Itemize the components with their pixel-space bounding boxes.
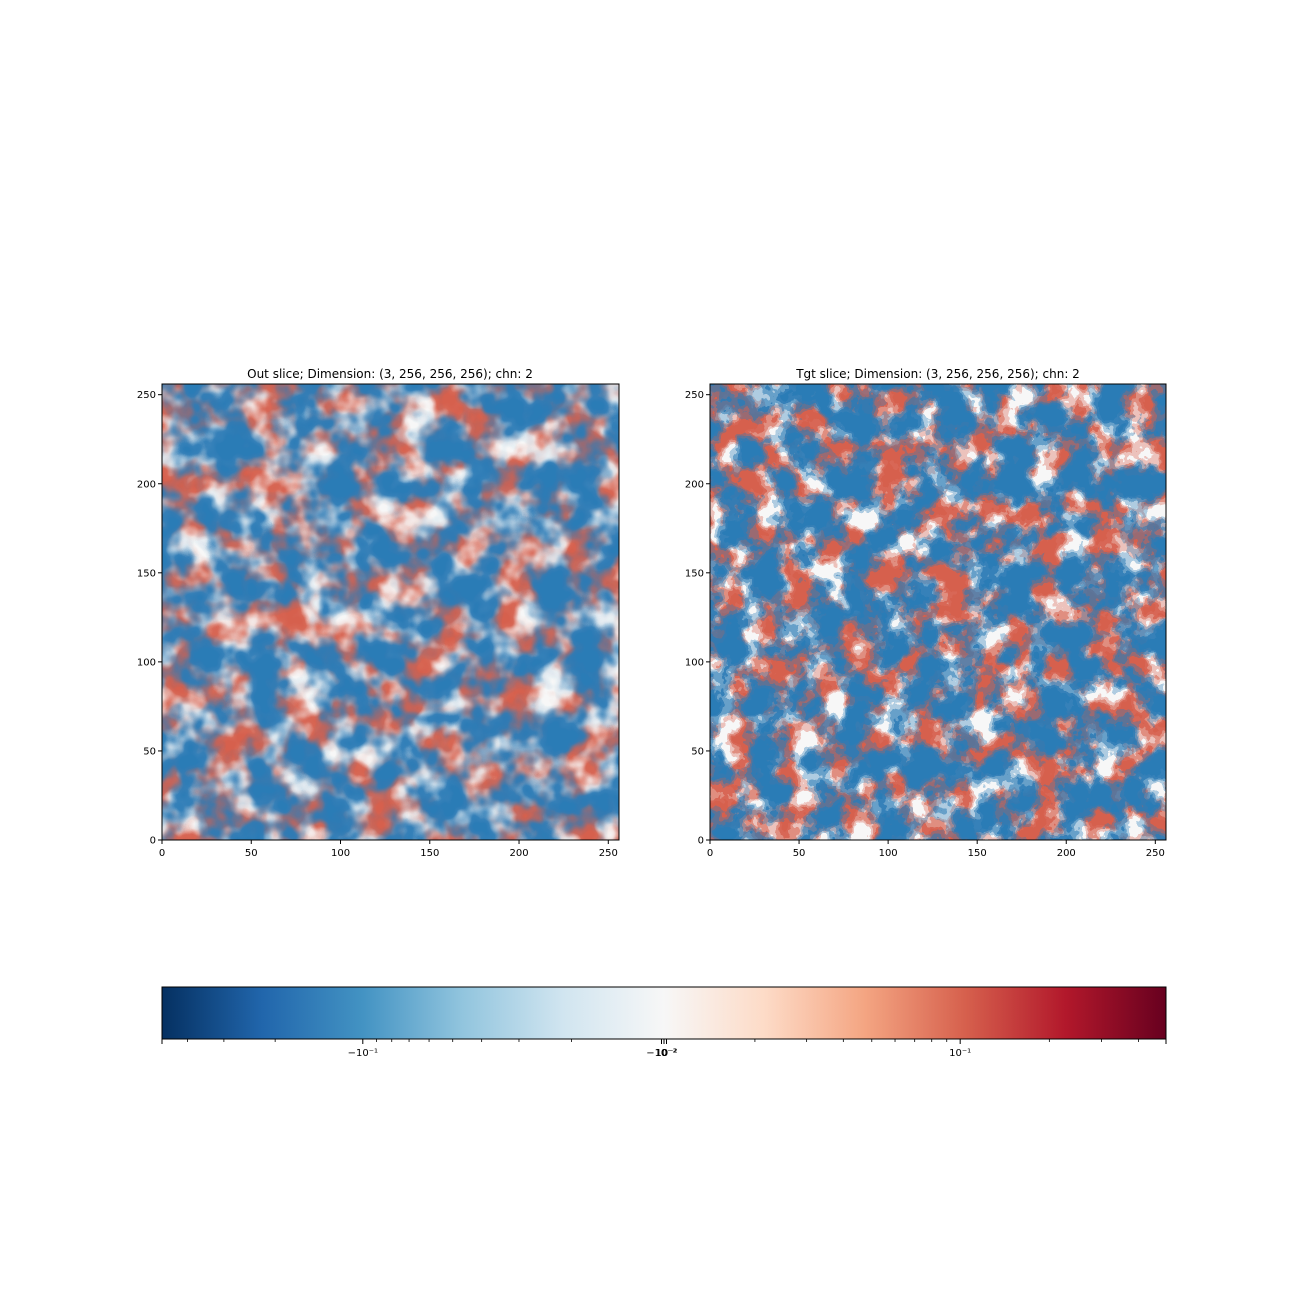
tgt-slice-axes-frame (709, 383, 1167, 841)
out-slice-xtick-label: 250 (599, 848, 618, 859)
colorbar-tick-label: 10⁻² (656, 1048, 678, 1059)
out-slice-xtick-label: 50 (245, 848, 258, 859)
tgt-slice-heatmap (710, 384, 1166, 840)
tgt-slice-ytick-label: 150 (685, 568, 704, 579)
tgt-slice-xtick-label: 250 (1146, 848, 1165, 859)
out-slice-ytick-label: 150 (137, 568, 156, 579)
tgt-slice-ytick-label: 0 (698, 836, 704, 847)
colorbar-tick-label: 0 (661, 1048, 667, 1059)
tgt-slice-ytick-label: 100 (685, 657, 704, 668)
tgt-slice-ytick-label: 50 (691, 746, 704, 757)
out-slice-xtick-label: 150 (420, 848, 439, 859)
out-slice-heatmap (162, 384, 619, 840)
tgt-slice-xtick-label: 200 (1057, 848, 1076, 859)
tgt-slice-ytick-label: 200 (685, 479, 704, 490)
out-slice-title: Out slice; Dimension: (3, 256, 256, 256)… (247, 367, 533, 381)
tgt-slice-xtick-label: 150 (968, 848, 987, 859)
out-slice-xtick-label: 100 (331, 848, 350, 859)
out-slice-ytick-label: 100 (137, 657, 156, 668)
out-slice-ytick-label: 250 (137, 390, 156, 401)
colorbar-tick-label: −10⁻² (646, 1048, 676, 1059)
colorbar-gradient (162, 987, 1166, 1039)
out-slice-ytick-label: 200 (137, 479, 156, 490)
tgt-slice-xtick-label: 100 (879, 848, 898, 859)
out-slice-ytick-label: 50 (143, 746, 156, 757)
colorbar-tick-label: −10⁻¹ (348, 1048, 378, 1059)
tgt-slice-xtick-label: 0 (707, 848, 713, 859)
tgt-slice-ytick-label: 250 (685, 390, 704, 401)
colorbar-tick-label: 10⁻¹ (949, 1048, 971, 1059)
tgt-slice-ticks: 0 50 100 150 200 250 0 50 100 150 200 250 (685, 390, 1165, 859)
out-slice-xtick-label: 200 (509, 848, 528, 859)
out-slice-xtick-label: 0 (159, 848, 165, 859)
tgt-slice-title: Tgt slice; Dimension: (3, 256, 256, 256)… (795, 367, 1080, 381)
tgt-slice-xtick-label: 50 (793, 848, 806, 859)
out-slice-panel: Out slice; Dimension: (3, 256, 256, 256)… (137, 367, 620, 859)
out-slice-ticks: 0 50 100 150 200 250 0 50 100 150 200 250 (137, 390, 618, 859)
out-slice-axes-frame (161, 383, 620, 841)
out-slice-ytick-label: 0 (150, 836, 156, 847)
tgt-slice-panel: Tgt slice; Dimension: (3, 256, 256, 256)… (685, 367, 1167, 859)
